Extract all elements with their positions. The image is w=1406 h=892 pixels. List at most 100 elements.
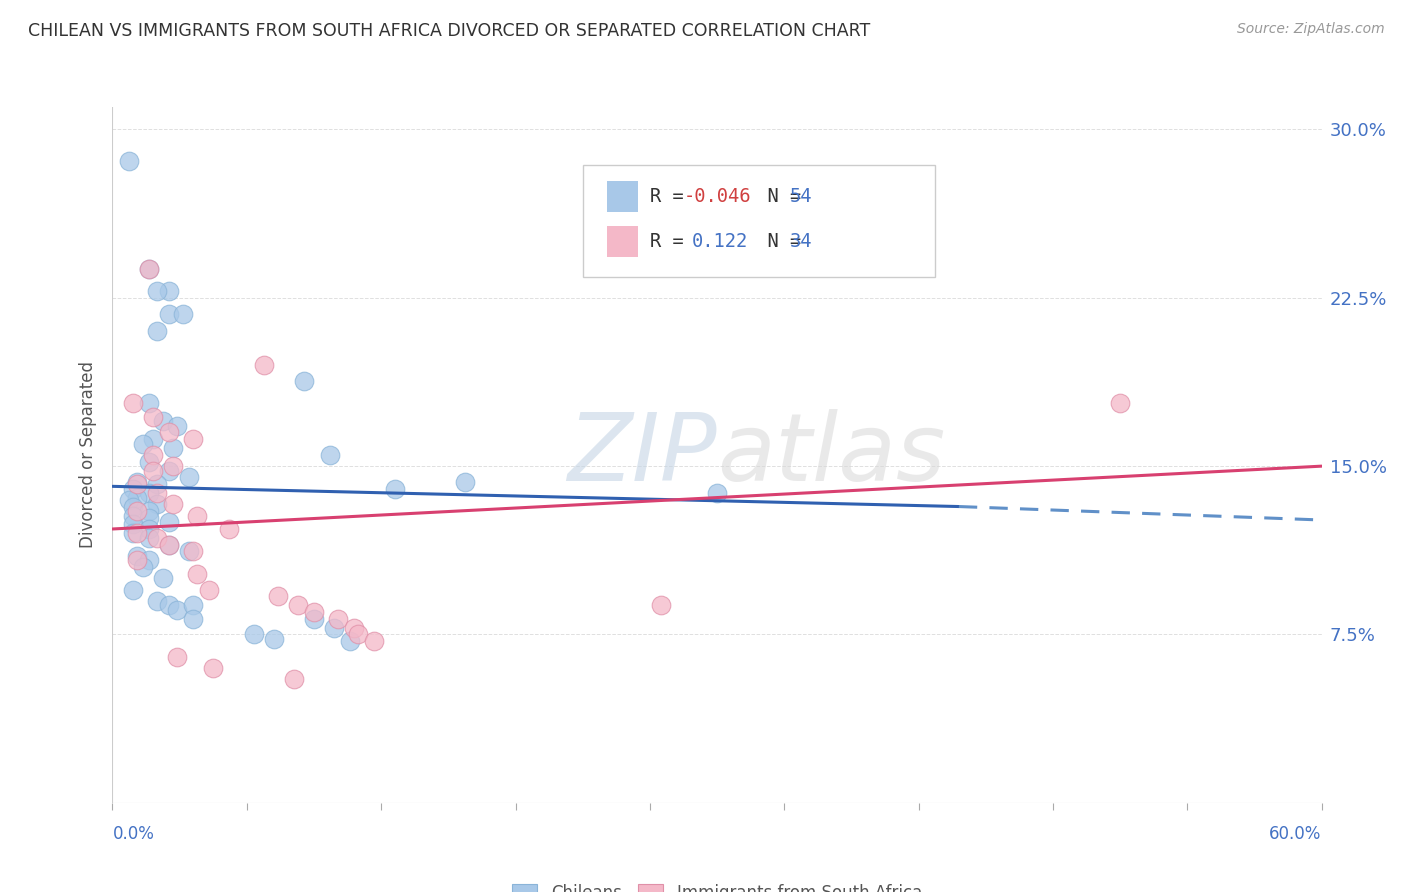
Legend: Chileans, Immigrants from South Africa: Chileans, Immigrants from South Africa bbox=[512, 884, 922, 892]
Point bbox=[132, 436, 155, 450]
Point bbox=[138, 553, 160, 567]
Point bbox=[121, 526, 143, 541]
Point bbox=[181, 599, 204, 613]
Point bbox=[339, 634, 361, 648]
Text: 0.0%: 0.0% bbox=[112, 825, 155, 843]
Text: R =: R = bbox=[650, 232, 706, 251]
Point bbox=[142, 432, 165, 446]
Point bbox=[186, 566, 208, 581]
Point bbox=[454, 475, 477, 489]
Point bbox=[138, 522, 160, 536]
Point bbox=[125, 475, 148, 489]
Point bbox=[125, 491, 148, 505]
Point bbox=[218, 522, 240, 536]
Point bbox=[363, 634, 385, 648]
Point bbox=[263, 632, 285, 646]
Text: R =: R = bbox=[650, 187, 695, 206]
Point bbox=[253, 358, 276, 372]
Point bbox=[162, 459, 184, 474]
Point bbox=[162, 497, 184, 511]
Point bbox=[157, 515, 180, 529]
Point bbox=[287, 599, 309, 613]
Point bbox=[138, 261, 160, 276]
Point bbox=[157, 538, 180, 552]
Point bbox=[121, 500, 143, 514]
Point bbox=[121, 508, 143, 523]
Point bbox=[328, 612, 350, 626]
Text: N =: N = bbox=[745, 187, 813, 206]
Point bbox=[347, 627, 370, 641]
Point bbox=[117, 153, 139, 168]
Point bbox=[302, 612, 325, 626]
Point bbox=[121, 396, 143, 410]
Point bbox=[319, 448, 342, 462]
Point bbox=[125, 504, 148, 518]
Point bbox=[138, 510, 160, 524]
Point bbox=[267, 590, 290, 604]
Point bbox=[125, 526, 148, 541]
Point bbox=[302, 605, 325, 619]
Point bbox=[125, 549, 148, 563]
Point bbox=[138, 455, 160, 469]
Point bbox=[650, 599, 672, 613]
Point bbox=[146, 325, 169, 339]
Point bbox=[121, 517, 143, 532]
Point bbox=[146, 284, 169, 298]
Point bbox=[121, 582, 143, 597]
Point bbox=[138, 261, 160, 276]
Point bbox=[343, 621, 366, 635]
Text: Source: ZipAtlas.com: Source: ZipAtlas.com bbox=[1237, 22, 1385, 37]
Point bbox=[138, 531, 160, 545]
Point bbox=[181, 432, 204, 446]
Point bbox=[146, 594, 169, 608]
Point bbox=[142, 464, 165, 478]
Point bbox=[157, 284, 180, 298]
Point bbox=[146, 486, 169, 500]
Point bbox=[198, 582, 221, 597]
Point bbox=[181, 544, 204, 558]
Point bbox=[125, 553, 148, 567]
Point bbox=[117, 492, 139, 507]
Point bbox=[121, 482, 143, 496]
Point bbox=[146, 477, 169, 491]
Point bbox=[323, 621, 346, 635]
Text: 0.122: 0.122 bbox=[692, 232, 748, 251]
Text: ZIP: ZIP bbox=[568, 409, 717, 500]
Point bbox=[292, 374, 315, 388]
Point bbox=[125, 477, 148, 491]
Point bbox=[384, 482, 406, 496]
Point bbox=[138, 504, 160, 518]
Point bbox=[283, 673, 305, 687]
Y-axis label: Divorced or Separated: Divorced or Separated bbox=[79, 361, 97, 549]
Point bbox=[202, 661, 225, 675]
Point bbox=[152, 414, 174, 428]
Point bbox=[706, 486, 728, 500]
Point bbox=[177, 470, 200, 484]
Point bbox=[152, 571, 174, 585]
Point bbox=[157, 599, 180, 613]
Point bbox=[157, 464, 180, 478]
Point bbox=[157, 306, 180, 320]
Text: 60.0%: 60.0% bbox=[1270, 825, 1322, 843]
Text: N =: N = bbox=[745, 232, 813, 251]
Point bbox=[142, 409, 165, 424]
Point bbox=[132, 560, 155, 574]
Point bbox=[172, 306, 194, 320]
Point bbox=[166, 649, 188, 664]
Point bbox=[162, 441, 184, 455]
Point bbox=[166, 418, 188, 433]
Text: 54: 54 bbox=[790, 187, 813, 206]
Text: CHILEAN VS IMMIGRANTS FROM SOUTH AFRICA DIVORCED OR SEPARATED CORRELATION CHART: CHILEAN VS IMMIGRANTS FROM SOUTH AFRICA … bbox=[28, 22, 870, 40]
Point bbox=[138, 486, 160, 500]
Point bbox=[142, 448, 165, 462]
Text: atlas: atlas bbox=[717, 409, 945, 500]
Point bbox=[177, 544, 200, 558]
Point bbox=[186, 508, 208, 523]
Point bbox=[1109, 396, 1132, 410]
Point bbox=[181, 612, 204, 626]
Point bbox=[146, 531, 169, 545]
Point bbox=[157, 425, 180, 440]
Point bbox=[166, 603, 188, 617]
Text: 34: 34 bbox=[790, 232, 813, 251]
Point bbox=[157, 538, 180, 552]
